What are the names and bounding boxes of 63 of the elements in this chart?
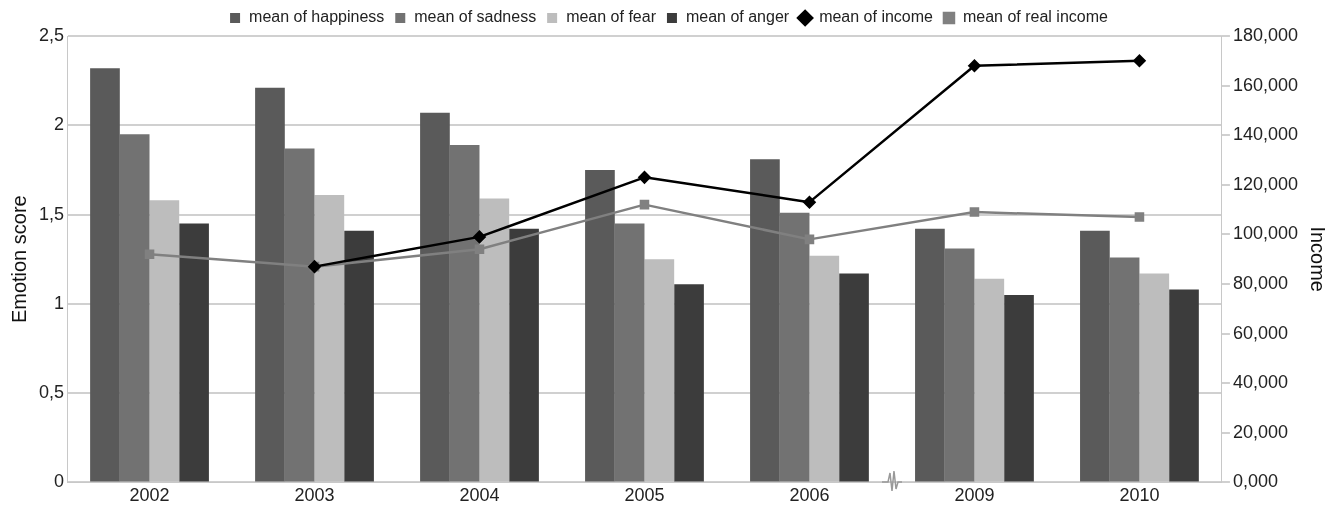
bar bbox=[1004, 294, 1034, 482]
bar bbox=[944, 248, 975, 482]
y-tick-label: 1 bbox=[54, 292, 65, 313]
point bbox=[803, 195, 816, 209]
bar bbox=[1080, 230, 1110, 482]
y-tick-label: 2,5 bbox=[38, 24, 65, 45]
y2-tick-label: 80,000 bbox=[1232, 272, 1288, 293]
legend-label: mean of happiness bbox=[249, 8, 385, 26]
bar bbox=[420, 112, 450, 482]
x-tick-label: 2006 bbox=[789, 485, 830, 506]
bar bbox=[1109, 257, 1140, 482]
point bbox=[804, 234, 815, 245]
y2-tick-label: 120,000 bbox=[1232, 173, 1299, 194]
point bbox=[638, 171, 651, 184]
legend-label: mean of sadness bbox=[414, 8, 537, 26]
y-tick-label: 2 bbox=[54, 114, 65, 135]
legend-label: mean of real income bbox=[962, 8, 1109, 26]
y2-tick-label: 160,000 bbox=[1232, 74, 1299, 95]
bar bbox=[119, 134, 150, 482]
x-tick-label: 2010 bbox=[1119, 485, 1160, 506]
point bbox=[639, 199, 650, 210]
point bbox=[1133, 54, 1146, 68]
bar bbox=[449, 144, 480, 482]
x-tick-label: 2009 bbox=[954, 485, 995, 506]
bar bbox=[915, 228, 945, 482]
point bbox=[969, 207, 980, 217]
bar bbox=[585, 169, 615, 482]
bar bbox=[674, 284, 704, 482]
y-axis-title: Emotion score bbox=[7, 195, 30, 324]
y2-axis-title: Income bbox=[1307, 226, 1330, 292]
bar bbox=[90, 68, 120, 482]
y2-tick-label: 40,000 bbox=[1232, 372, 1288, 393]
y2-tick-label: 0,000 bbox=[1232, 471, 1278, 492]
y-tick-label: 1,5 bbox=[38, 203, 65, 224]
point bbox=[474, 244, 485, 255]
bar bbox=[839, 273, 869, 482]
bar bbox=[179, 223, 209, 482]
y2-tick-label: 140,000 bbox=[1232, 124, 1299, 145]
bar bbox=[255, 87, 285, 482]
y2-tick-label: 100,000 bbox=[1232, 223, 1299, 244]
bar bbox=[750, 159, 780, 482]
bar bbox=[779, 212, 810, 482]
legend-label: mean of fear bbox=[566, 8, 657, 26]
point bbox=[144, 249, 155, 260]
bar bbox=[614, 223, 645, 482]
bar bbox=[509, 228, 539, 482]
bar bbox=[284, 148, 315, 482]
x-tick-label: 2005 bbox=[624, 485, 665, 506]
x-tick-label: 2003 bbox=[294, 485, 335, 506]
y2-tick-label: 20,000 bbox=[1232, 421, 1288, 442]
y-tick-label: 0,5 bbox=[38, 382, 65, 403]
bar bbox=[344, 230, 374, 482]
y2-tick-label: 60,000 bbox=[1232, 322, 1288, 343]
point bbox=[1134, 212, 1145, 222]
y-tick-label: 0 bbox=[54, 471, 65, 492]
y2-tick-label: 180,000 bbox=[1232, 24, 1299, 45]
x-tick-label: 2004 bbox=[459, 485, 500, 506]
point bbox=[968, 59, 981, 73]
legend-label: mean of income bbox=[819, 8, 934, 26]
legend-label: mean of anger bbox=[685, 8, 790, 26]
point bbox=[473, 230, 486, 244]
x-tick-label: 2002 bbox=[129, 485, 170, 506]
bar bbox=[1169, 289, 1199, 482]
